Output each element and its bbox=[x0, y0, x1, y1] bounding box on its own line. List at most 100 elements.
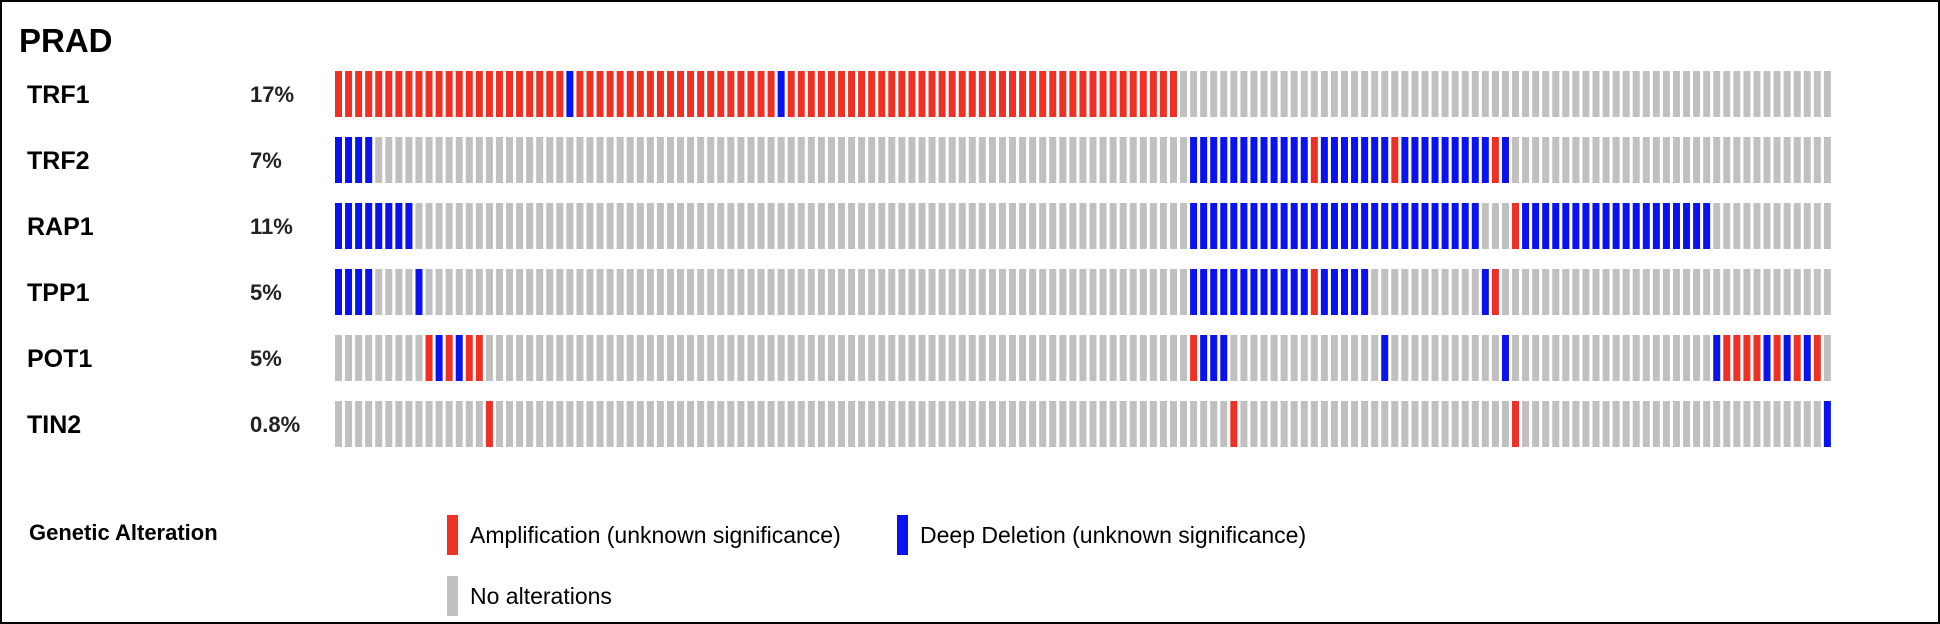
sample-cell-tin2-none[interactable] bbox=[1642, 401, 1650, 447]
sample-cell-trf2-none[interactable] bbox=[556, 137, 564, 183]
sample-cell-tin2-none[interactable] bbox=[1481, 401, 1489, 447]
sample-cell-trf2-none[interactable] bbox=[687, 137, 695, 183]
sample-cell-rap1-none[interactable] bbox=[1089, 203, 1097, 249]
sample-cell-tpp1-none[interactable] bbox=[1622, 269, 1630, 315]
sample-cell-trf2-none[interactable] bbox=[445, 137, 453, 183]
sample-cell-trf2-none[interactable] bbox=[1733, 137, 1741, 183]
sample-cell-trf2-deep-deletion[interactable] bbox=[1190, 137, 1198, 183]
sample-cell-trf1-none[interactable] bbox=[1391, 71, 1399, 117]
sample-cell-pot1-none[interactable] bbox=[626, 335, 634, 381]
sample-cell-pot1-none[interactable] bbox=[858, 335, 866, 381]
sample-cell-tpp1-none[interactable] bbox=[938, 269, 946, 315]
sample-cell-trf2-none[interactable] bbox=[495, 137, 503, 183]
sample-cell-pot1-none[interactable] bbox=[1341, 335, 1348, 381]
sample-cell-trf2-none[interactable] bbox=[978, 137, 986, 183]
sample-cell-rap1-none[interactable] bbox=[516, 203, 524, 249]
sample-cell-trf1-deep-deletion[interactable] bbox=[777, 71, 785, 117]
sample-cell-trf1-none[interactable] bbox=[1532, 71, 1540, 117]
sample-cell-rap1-deep-deletion[interactable] bbox=[1351, 203, 1359, 249]
sample-cell-trf1-none[interactable] bbox=[1320, 71, 1328, 117]
sample-cell-trf1-amplification[interactable] bbox=[868, 71, 876, 117]
sample-cell-tpp1-none[interactable] bbox=[1542, 269, 1550, 315]
sample-cell-trf2-deep-deletion[interactable] bbox=[355, 137, 363, 183]
sample-cell-rap1-none[interactable] bbox=[526, 203, 534, 249]
sample-cell-trf1-amplification[interactable] bbox=[626, 71, 634, 117]
sample-cell-trf1-amplification[interactable] bbox=[848, 71, 856, 117]
sample-cell-pot1-deep-deletion[interactable] bbox=[1803, 335, 1811, 381]
sample-cell-tin2-none[interactable] bbox=[1622, 401, 1630, 447]
sample-cell-tpp1-deep-deletion[interactable] bbox=[1330, 269, 1338, 315]
sample-cell-pot1-none[interactable] bbox=[1451, 335, 1459, 381]
sample-cell-pot1-none[interactable] bbox=[1421, 335, 1429, 381]
sample-cell-tpp1-none[interactable] bbox=[767, 269, 775, 315]
sample-cell-tpp1-none[interactable] bbox=[1703, 269, 1711, 315]
sample-cell-tpp1-none[interactable] bbox=[506, 269, 514, 315]
sample-cell-trf1-none[interactable] bbox=[1813, 71, 1821, 117]
sample-cell-trf1-amplification[interactable] bbox=[1069, 71, 1077, 117]
sample-cell-tpp1-none[interactable] bbox=[1049, 269, 1057, 315]
sample-cell-rap1-none[interactable] bbox=[465, 203, 473, 249]
sample-cell-rap1-none[interactable] bbox=[556, 203, 564, 249]
sample-cell-trf2-none[interactable] bbox=[1672, 137, 1680, 183]
sample-cell-pot1-none[interactable] bbox=[747, 335, 755, 381]
sample-cell-trf2-none[interactable] bbox=[455, 137, 463, 183]
sample-cell-tin2-none[interactable] bbox=[1572, 401, 1580, 447]
sample-cell-trf1-amplification[interactable] bbox=[978, 71, 986, 117]
sample-cell-trf2-none[interactable] bbox=[1029, 137, 1037, 183]
sample-cell-tpp1-none[interactable] bbox=[385, 269, 393, 315]
sample-cell-pot1-none[interactable] bbox=[1632, 335, 1640, 381]
sample-cell-tpp1-none[interactable] bbox=[697, 269, 705, 315]
sample-cell-pot1-none[interactable] bbox=[506, 335, 514, 381]
sample-cell-pot1-none[interactable] bbox=[1481, 335, 1489, 381]
sample-cell-pot1-none[interactable] bbox=[1683, 335, 1691, 381]
sample-cell-trf1-amplification[interactable] bbox=[988, 71, 996, 117]
sample-cell-trf2-none[interactable] bbox=[536, 137, 544, 183]
sample-cell-pot1-none[interactable] bbox=[636, 335, 644, 381]
sample-cell-tpp1-none[interactable] bbox=[1823, 269, 1831, 315]
sample-cell-tin2-none[interactable] bbox=[1501, 401, 1509, 447]
sample-cell-trf1-none[interactable] bbox=[1200, 71, 1208, 117]
sample-cell-trf2-none[interactable] bbox=[636, 137, 644, 183]
sample-cell-trf1-none[interactable] bbox=[1310, 71, 1318, 117]
sample-cell-trf1-none[interactable] bbox=[1783, 71, 1791, 117]
sample-cell-tpp1-none[interactable] bbox=[646, 269, 654, 315]
sample-cell-tpp1-none[interactable] bbox=[1019, 269, 1027, 315]
sample-cell-tpp1-none[interactable] bbox=[626, 269, 634, 315]
sample-cell-trf1-amplification[interactable] bbox=[1079, 71, 1087, 117]
sample-cell-rap1-deep-deletion[interactable] bbox=[1662, 203, 1670, 249]
sample-cell-trf1-amplification[interactable] bbox=[365, 71, 373, 117]
sample-cell-pot1-none[interactable] bbox=[335, 335, 342, 381]
sample-cell-trf1-none[interactable] bbox=[1421, 71, 1429, 117]
sample-cell-rap1-none[interactable] bbox=[757, 203, 765, 249]
sample-cell-tin2-none[interactable] bbox=[1652, 401, 1660, 447]
sample-cell-tin2-none[interactable] bbox=[968, 401, 976, 447]
sample-cell-trf2-none[interactable] bbox=[1602, 137, 1610, 183]
sample-cell-trf2-none[interactable] bbox=[858, 137, 866, 183]
sample-cell-tpp1-none[interactable] bbox=[566, 269, 574, 315]
sample-cell-rap1-deep-deletion[interactable] bbox=[1672, 203, 1680, 249]
sample-cell-rap1-deep-deletion[interactable] bbox=[1290, 203, 1298, 249]
sample-cell-trf1-amplification[interactable] bbox=[556, 71, 564, 117]
sample-cell-tpp1-none[interactable] bbox=[958, 269, 966, 315]
sample-cell-rap1-none[interactable] bbox=[988, 203, 996, 249]
sample-cell-rap1-none[interactable] bbox=[1019, 203, 1027, 249]
sample-cell-tin2-none[interactable] bbox=[495, 401, 503, 447]
sample-cell-tin2-none[interactable] bbox=[1522, 401, 1530, 447]
sample-cell-tpp1-none[interactable] bbox=[807, 269, 815, 315]
sample-cell-pot1-none[interactable] bbox=[687, 335, 695, 381]
sample-cell-pot1-none[interactable] bbox=[787, 335, 795, 381]
sample-cell-pot1-none[interactable] bbox=[596, 335, 604, 381]
sample-cell-trf2-none[interactable] bbox=[928, 137, 936, 183]
sample-cell-trf1-amplification[interactable] bbox=[385, 71, 393, 117]
sample-cell-trf2-deep-deletion[interactable] bbox=[1240, 137, 1248, 183]
sample-cell-tin2-none[interactable] bbox=[707, 401, 715, 447]
sample-cell-trf1-amplification[interactable] bbox=[858, 71, 866, 117]
sample-cell-tin2-none[interactable] bbox=[636, 401, 644, 447]
sample-cell-pot1-amplification[interactable] bbox=[475, 335, 483, 381]
sample-cell-tpp1-none[interactable] bbox=[1813, 269, 1821, 315]
sample-cell-tin2-none[interactable] bbox=[1371, 401, 1379, 447]
sample-cell-rap1-none[interactable] bbox=[1129, 203, 1137, 249]
sample-cell-pot1-none[interactable] bbox=[1592, 335, 1600, 381]
sample-cell-tin2-none[interactable] bbox=[767, 401, 775, 447]
sample-cell-tpp1-none[interactable] bbox=[596, 269, 604, 315]
